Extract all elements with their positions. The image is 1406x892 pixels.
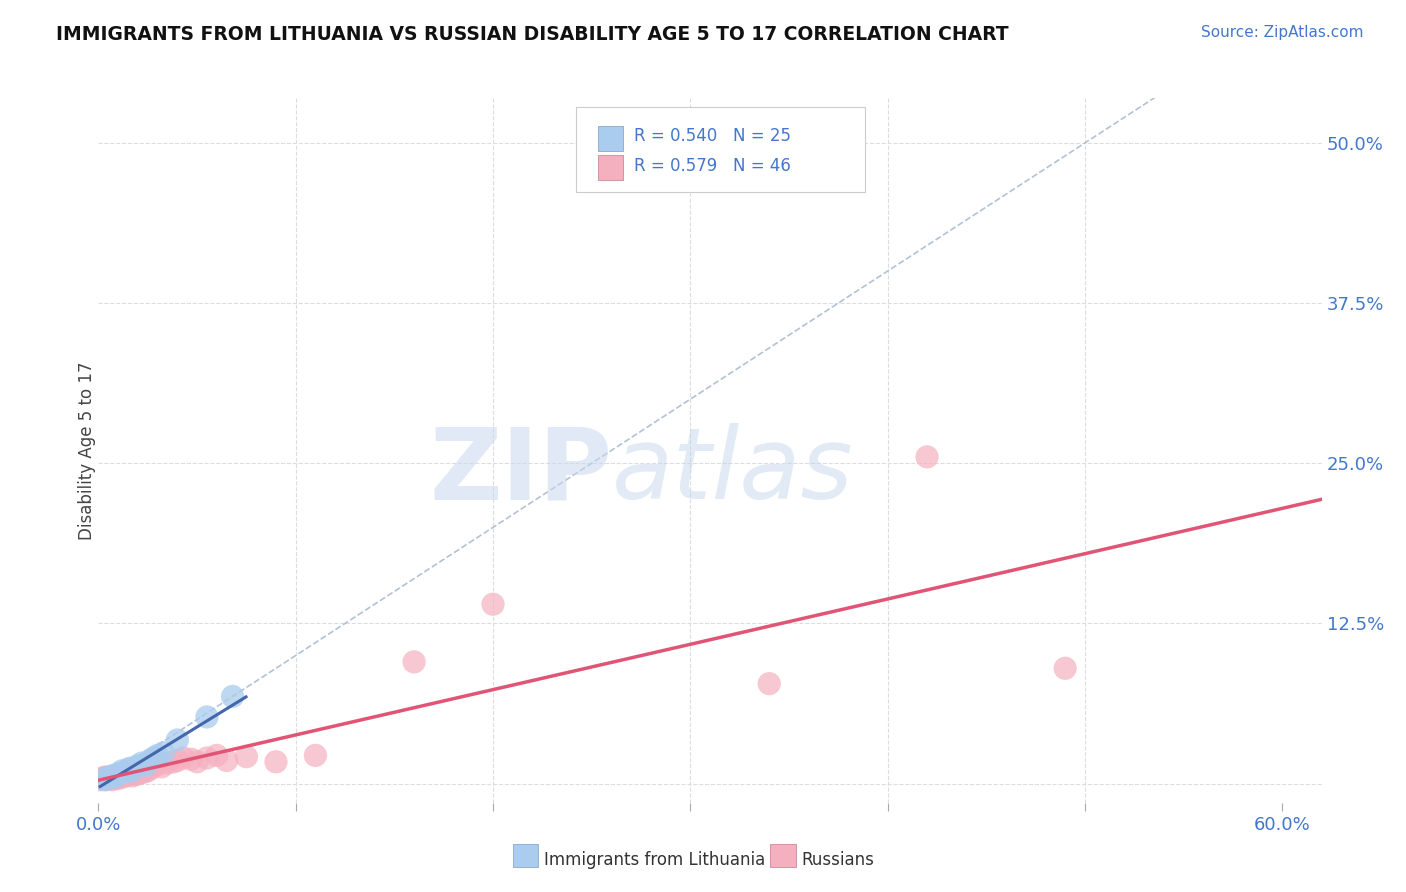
Point (132, 765, 155, 780)
Point (96, 772, 118, 787)
Point (98, 770, 121, 784)
Point (111, 770, 134, 784)
Point (107, 767, 129, 781)
Point (127, 765, 149, 780)
Y-axis label: Disability Age 5 to 17: Disability Age 5 to 17 (79, 361, 96, 540)
Point (127, 758, 149, 772)
Point (91, 772, 114, 786)
Point (152, 746, 174, 760)
Point (482, 597, 505, 611)
Point (131, 764, 153, 778)
Point (162, 755, 184, 769)
Text: Source: ZipAtlas.com: Source: ZipAtlas.com (1201, 25, 1364, 40)
Text: ZIP: ZIP (429, 423, 612, 520)
Point (172, 751, 194, 765)
Point (105, 770, 128, 784)
Point (103, 769, 125, 783)
Point (195, 710, 218, 724)
Point (97, 770, 120, 784)
Point (122, 766, 145, 780)
Point (205, 748, 228, 763)
Text: atlas: atlas (612, 423, 853, 520)
Point (98, 770, 121, 784)
Point (186, 755, 208, 769)
Text: R = 0.579   N = 46: R = 0.579 N = 46 (634, 157, 792, 175)
Point (118, 767, 141, 781)
Point (101, 769, 124, 783)
Point (141, 761, 163, 775)
Point (166, 733, 188, 747)
Point (103, 772, 125, 786)
Point (89, 772, 111, 787)
Point (156, 756, 179, 770)
Text: R = 0.540   N = 25: R = 0.540 N = 25 (634, 128, 792, 145)
Point (112, 767, 135, 781)
Point (111, 764, 134, 778)
Point (105, 767, 128, 781)
Text: Russians: Russians (801, 851, 875, 869)
Point (97, 772, 120, 786)
Point (117, 763, 139, 777)
Text: Immigrants from Lithuania: Immigrants from Lithuania (544, 851, 765, 869)
Point (117, 766, 139, 780)
Point (101, 772, 124, 787)
Point (103, 770, 125, 784)
Point (93, 772, 115, 787)
Point (121, 769, 143, 783)
Point (107, 772, 129, 786)
Point (150, 760, 173, 774)
Point (108, 766, 131, 780)
Point (146, 757, 169, 772)
Point (264, 755, 287, 769)
Point (118, 761, 141, 775)
Point (122, 761, 145, 775)
Point (758, 676, 780, 690)
Point (180, 752, 202, 766)
Point (304, 748, 326, 763)
Point (915, 450, 938, 464)
Point (135, 758, 157, 772)
Point (115, 765, 138, 780)
Point (131, 756, 153, 770)
Point (96, 772, 118, 786)
Point (195, 751, 218, 765)
Point (136, 764, 159, 778)
Point (128, 766, 150, 780)
Point (115, 769, 138, 783)
Point (146, 748, 169, 763)
Point (215, 754, 238, 768)
Point (221, 690, 243, 704)
Point (108, 769, 131, 783)
Text: IMMIGRANTS FROM LITHUANIA VS RUSSIAN DISABILITY AGE 5 TO 17 CORRELATION CHART: IMMIGRANTS FROM LITHUANIA VS RUSSIAN DIS… (56, 25, 1010, 44)
Point (1054, 661, 1077, 675)
Point (125, 767, 148, 781)
Point (121, 764, 143, 778)
Point (138, 754, 160, 768)
Point (142, 751, 165, 765)
Point (235, 749, 257, 764)
Point (166, 754, 188, 768)
Point (96, 770, 118, 784)
Point (404, 655, 426, 669)
Point (93, 770, 115, 784)
